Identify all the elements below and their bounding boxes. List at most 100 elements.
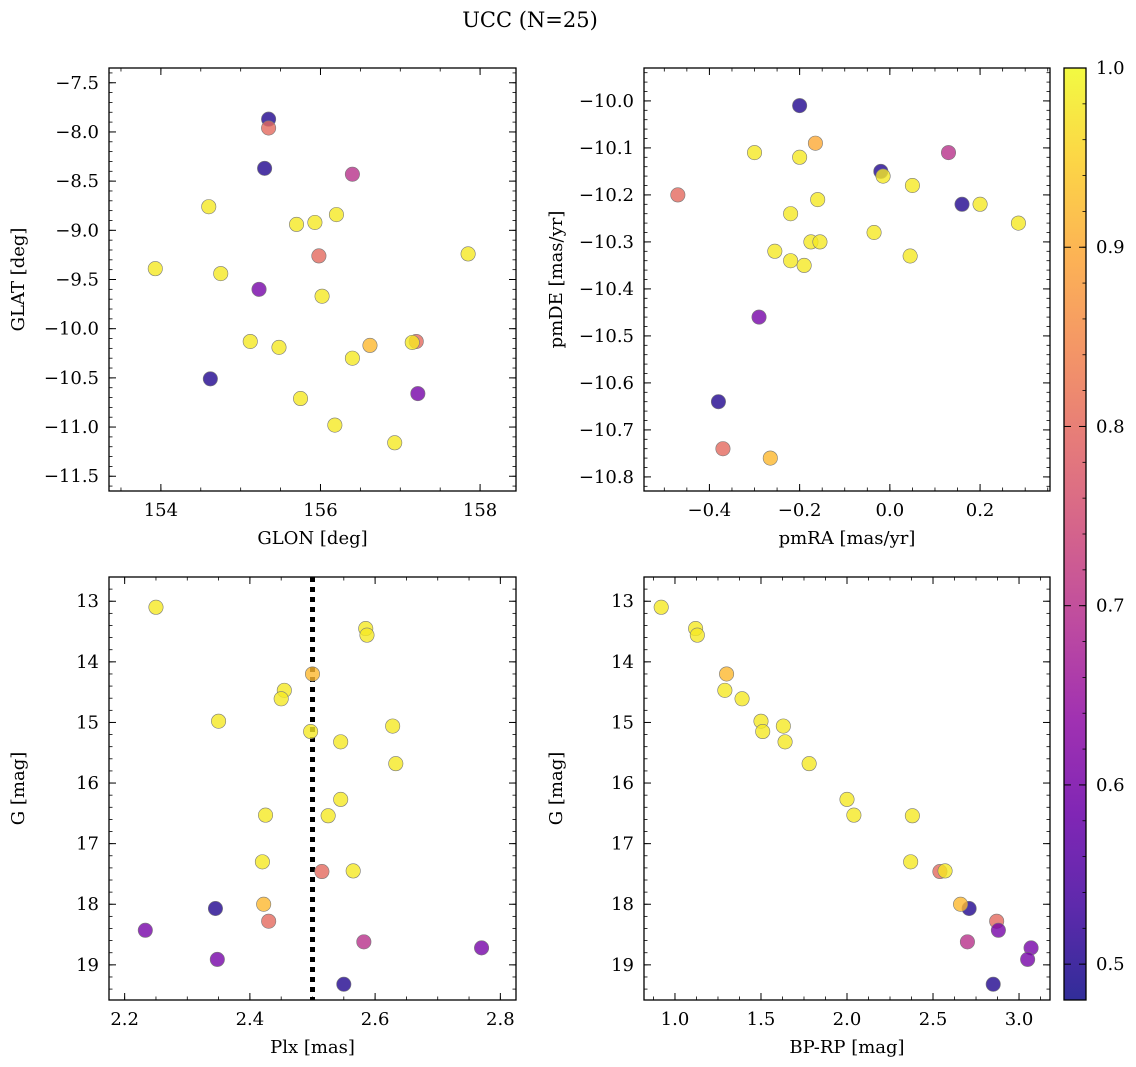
x-tick-label: 2.8: [486, 1009, 515, 1030]
scatter-point: [792, 149, 808, 165]
x-tick-label: 0.0: [876, 500, 905, 521]
scatter-point: [211, 713, 227, 729]
y-tick-label: 16: [76, 773, 99, 794]
scatter-point: [810, 192, 826, 208]
y-tick-label: 15: [611, 712, 634, 733]
scatter-point: [258, 807, 274, 823]
scatter-point: [410, 386, 426, 402]
y-tick-label: 18: [76, 894, 99, 915]
y-tick-label: −9.0: [55, 220, 99, 241]
scatter-point: [261, 120, 277, 136]
y-tick-label: 19: [611, 955, 634, 976]
colorbar-tick-label: 0.7: [1096, 596, 1125, 617]
scatter-point: [314, 864, 330, 880]
scatter-point: [209, 951, 225, 967]
y-tick-label: −10.0: [44, 319, 99, 340]
subplot-3: 2.2 2.4 2.6 2.8 13 14 15 16 17 18 19 Plx [mas] G [ma…: [8, 576, 517, 1058]
y-tick-label: 14: [76, 652, 99, 673]
y-tick-label: −11.0: [44, 417, 99, 438]
y-tick-label: −10.1: [579, 138, 634, 159]
scatter-point: [937, 863, 953, 879]
scatter-point: [985, 976, 1001, 992]
scatter-point: [1010, 215, 1026, 231]
scatter-point: [903, 854, 919, 870]
scatter-point: [345, 863, 361, 879]
scatter-point: [801, 756, 817, 772]
y-tick-label: −10.5: [44, 368, 99, 389]
y-axis-label: GLAT [deg]: [8, 228, 29, 332]
x-axis-label: pmRA [mas/yr]: [779, 528, 916, 549]
scatter-point: [303, 724, 319, 740]
scatter-point: [762, 450, 778, 466]
x-tick-label: 1.5: [747, 1009, 776, 1030]
scatter-point: [304, 666, 320, 682]
scatter-point: [839, 791, 855, 807]
x-tick-label: 2.2: [110, 1009, 139, 1030]
y-tick-label: 15: [76, 712, 99, 733]
y-tick-label: −10.8: [579, 467, 634, 488]
subplot-4: 1.0 1.5 2.0 2.5 3.0 13 14 15 16 17 18 19 BP-RP [mag]…: [546, 576, 1051, 1058]
y-tick-label: −10.6: [579, 373, 634, 394]
y-tick-label: −8.0: [55, 122, 99, 143]
scatter-point: [404, 334, 420, 350]
y-axis-label: G [mag]: [8, 752, 29, 825]
scatter-point: [875, 168, 891, 184]
y-tick-label: 18: [611, 894, 634, 915]
scatter-point: [328, 207, 344, 223]
scatter-point: [356, 934, 372, 950]
subplot-1: 154 156 158 −7.5 −8.0 −8.5 −9.0 −9.5 −10.0 −10.5 −…: [8, 67, 517, 549]
scatter-point: [251, 281, 267, 297]
scatter-point: [362, 337, 378, 353]
x-tick-label: 2.6: [361, 1009, 390, 1030]
scatter-point: [719, 666, 735, 682]
scatter-point: [972, 196, 988, 212]
scatter-point: [273, 691, 289, 707]
scatter-point: [293, 391, 309, 407]
y-axis-label: pmDE [mas/yr]: [546, 211, 567, 349]
colorbar-tick-label: 0.9: [1096, 237, 1125, 258]
scatter-point: [148, 599, 164, 615]
y-tick-label: −11.5: [44, 466, 99, 487]
scatter-point: [387, 435, 403, 451]
scatter-point: [777, 734, 793, 750]
scatter-point: [320, 808, 336, 824]
colorbar: 0.5 0.6 0.7 0.8 0.9 1.0: [1063, 58, 1125, 1001]
scatter-point: [254, 854, 270, 870]
scatter-point: [311, 248, 327, 264]
scatter-point: [775, 718, 791, 734]
x-tick-label: −0.4: [688, 500, 732, 521]
subplots: 154 156 158−7.5−8.0−8.5−9.0−9.5−10.0−10.5−…: [8, 67, 1051, 1058]
scatter-point: [904, 808, 920, 824]
colorbar-tick-label: 0.6: [1096, 775, 1125, 796]
scatter-point: [953, 896, 969, 912]
y-tick-label: −10.3: [579, 232, 634, 253]
scatter-point: [734, 691, 750, 707]
x-tick-label: 154: [144, 500, 178, 521]
scatter-point: [653, 599, 669, 615]
y-tick-label: 13: [76, 591, 99, 612]
x-tick-label: 0.2: [966, 500, 995, 521]
x-axis-label: Plx [mas]: [270, 1037, 355, 1058]
y-tick-label: −10.5: [579, 326, 634, 347]
scatter-point: [333, 734, 349, 750]
y-tick-label: 14: [611, 652, 634, 673]
y-tick-label: 13: [611, 591, 634, 612]
subplot-2: −0.4 −0.2 0.0 0.2 −10.0 −10.1 −10.2 −10.3 −10.4 −…: [546, 67, 1051, 549]
scatter-point: [715, 441, 731, 457]
axes-frame: [643, 67, 1051, 492]
scatter-point: [812, 234, 828, 250]
scatter-points: [147, 111, 476, 451]
y-tick-label: −10.4: [579, 279, 634, 300]
scatter-points: [137, 599, 490, 992]
y-tick-label: −10.0: [579, 91, 634, 112]
scatter-point: [940, 145, 956, 161]
scatter-point: [333, 791, 349, 807]
scatter-point: [359, 627, 375, 643]
scatter-point: [866, 225, 882, 241]
y-tick-label: 17: [611, 834, 634, 855]
scatter-point: [783, 206, 799, 222]
scatter-point: [796, 257, 812, 273]
axes-frame: [108, 67, 517, 492]
scatter-point: [807, 135, 823, 151]
